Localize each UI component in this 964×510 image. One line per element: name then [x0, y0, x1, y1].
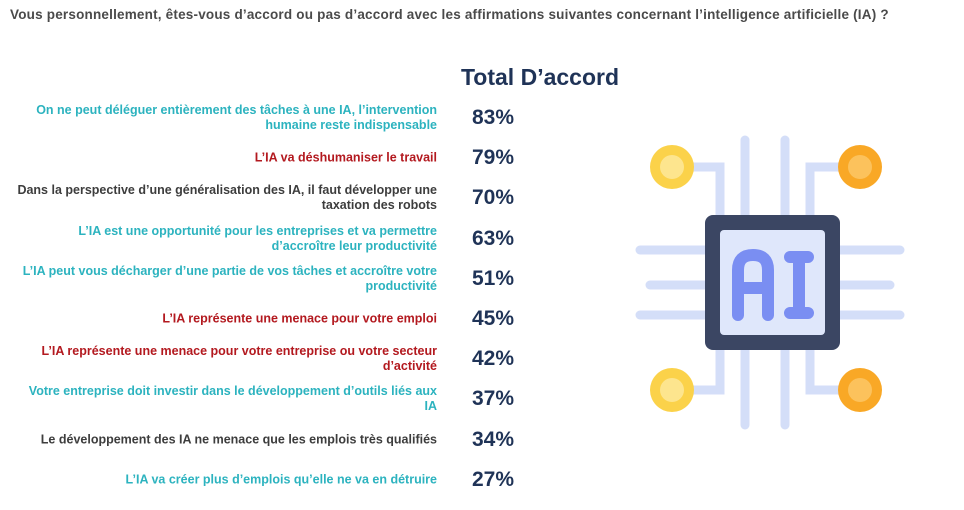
statement-label: L’IA est une opportunité pour les entrep…: [78, 223, 437, 253]
agreement-value: 42%: [472, 347, 515, 371]
statement-row: Dans la perspective d’une généralisation…: [0, 178, 560, 218]
statement-row: L’IA va déshumaniser le travail 79%: [0, 138, 560, 178]
statement-label: Dans la perspective d’une généralisation…: [17, 183, 437, 213]
statement-label: Le développement des IA ne menace que le…: [40, 432, 437, 447]
agreement-value: 27%: [472, 467, 515, 491]
agreement-value: 45%: [472, 307, 515, 330]
ai-chip-icon: [635, 135, 905, 430]
statement-row: L’IA va créer plus d’emplois qu’elle ne …: [0, 460, 560, 500]
statement-label: On ne peut déléguer entièrement des tâch…: [36, 103, 437, 132]
statement-label: L’IA peut vous décharger d’une partie de…: [22, 263, 437, 293]
statement-row: Votre entreprise doit investir dans le d…: [0, 379, 560, 419]
statement-label: L’IA représente une menace pour votre en…: [41, 344, 437, 374]
statement-row: L’IA peut vous décharger d’une partie de…: [0, 259, 560, 299]
statement-row: On ne peut déléguer entièrement des tâch…: [0, 98, 560, 138]
agreement-value: 51%: [472, 266, 515, 290]
agreement-value: 83%: [472, 106, 515, 129]
agreement-value: 34%: [472, 427, 515, 451]
statement-label: Votre entreprise doit investir dans le d…: [28, 384, 437, 414]
statement-row: Le développement des IA ne menace que le…: [0, 420, 560, 460]
agreement-value: 37%: [472, 387, 515, 411]
agreement-value: 63%: [472, 226, 515, 250]
statement-label: L’IA représente une menace pour votre em…: [162, 311, 437, 326]
statement-row: L’IA représente une menace pour votre em…: [0, 299, 560, 339]
statement-label: L’IA va créer plus d’emplois qu’elle ne …: [125, 472, 437, 487]
statement-label: L’IA va déshumaniser le travail: [254, 150, 437, 165]
agreement-value: 79%: [472, 146, 515, 170]
agreement-value: 70%: [472, 186, 515, 210]
heading: Total D’accord: [460, 64, 620, 90]
statement-row: L’IA est une opportunité pour les entrep…: [0, 219, 560, 259]
statement-row: L’IA représente une menace pour votre en…: [0, 339, 560, 379]
question: Vous personnellement, êtes-vous d’accord…: [10, 7, 889, 22]
